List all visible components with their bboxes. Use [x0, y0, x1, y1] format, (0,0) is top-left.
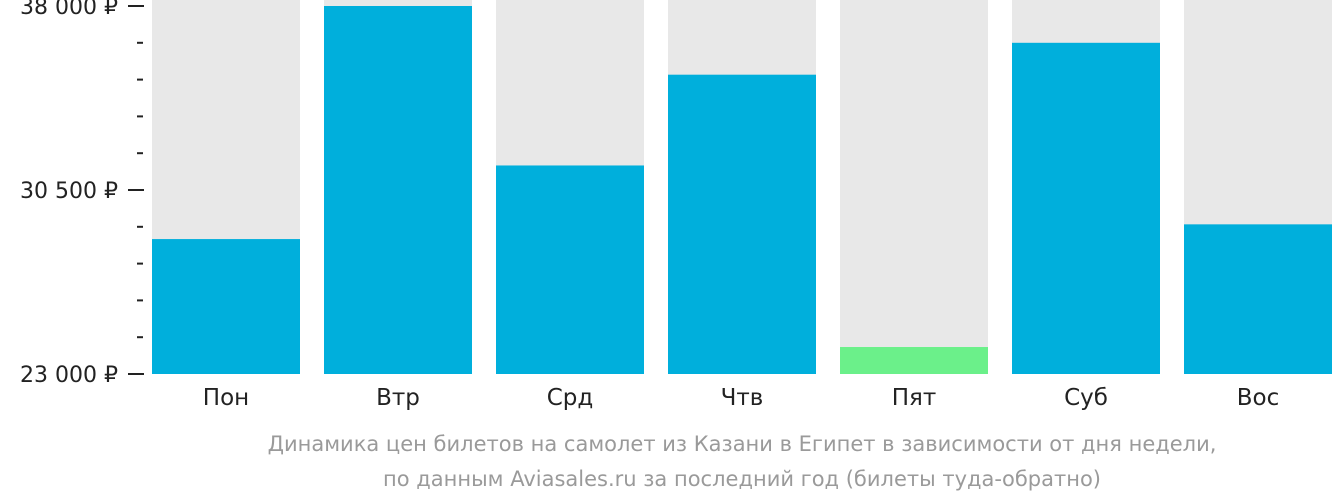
bar-5: [840, 347, 988, 374]
x-tick-label: Вос: [1237, 385, 1280, 411]
bar-2: [324, 6, 472, 374]
bar-6: [1012, 42, 1160, 375]
x-tick-label: Втр: [376, 385, 420, 411]
price-bar-chart: 23 000 ₽ 30 500 ₽ 38 000 ₽ Пон Втр Срд Чтв Пят…: [20, 0, 1332, 411]
bar-background-5: [840, 0, 988, 374]
x-tick-label: Чтв: [721, 385, 764, 411]
bar-1: [152, 239, 300, 374]
bar-7: [1184, 224, 1332, 374]
y-tick-label: 38 000 ₽: [20, 0, 118, 20]
x-tick-label: Пон: [203, 385, 249, 411]
bar-3: [496, 165, 644, 374]
y-tick-label: 23 000 ₽: [20, 363, 118, 388]
bars: [152, 6, 1332, 375]
x-tick-label: Срд: [547, 385, 594, 411]
y-axis: 23 000 ₽ 30 500 ₽ 38 000 ₽: [20, 0, 144, 388]
x-axis-labels: Пон Втр Срд Чтв Пят Суб Вос: [203, 385, 1279, 411]
x-tick-label: Суб: [1064, 385, 1108, 411]
chart-caption-line-1: Динамика цен билетов на самолет из Казан…: [267, 432, 1217, 456]
chart-caption-line-2: по данным Aviasales.ru за последний год …: [383, 467, 1101, 491]
x-tick-label: Пят: [892, 385, 937, 411]
bar-4: [668, 74, 816, 375]
y-tick-label: 30 500 ₽: [20, 179, 118, 204]
